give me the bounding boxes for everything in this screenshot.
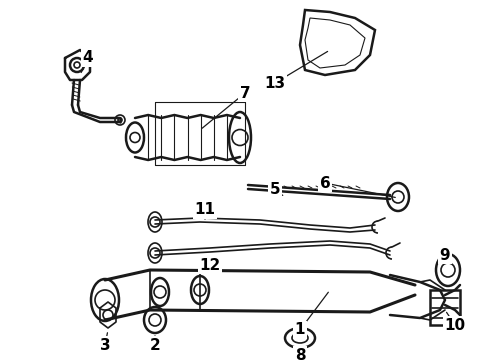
Text: 12: 12 <box>199 257 220 273</box>
Text: 4: 4 <box>83 50 93 66</box>
Text: 5: 5 <box>270 183 280 198</box>
Text: 2: 2 <box>149 338 160 352</box>
Text: 13: 13 <box>265 76 286 90</box>
Text: 3: 3 <box>99 338 110 352</box>
Text: 9: 9 <box>440 248 450 262</box>
Text: 8: 8 <box>294 347 305 360</box>
Text: 6: 6 <box>319 175 330 190</box>
Text: 10: 10 <box>444 318 466 333</box>
Text: 11: 11 <box>195 202 216 217</box>
Text: 7: 7 <box>240 85 250 100</box>
Text: 1: 1 <box>295 323 305 338</box>
Bar <box>430 290 460 325</box>
